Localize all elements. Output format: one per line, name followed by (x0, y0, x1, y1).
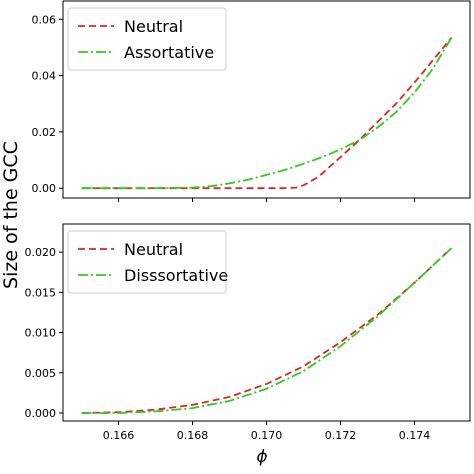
x-tick-label: 0.170 (251, 429, 283, 442)
series-line-neutral (81, 37, 453, 190)
y-tick-label: 0.00 (32, 182, 57, 195)
y-tick-label: 0.02 (32, 126, 57, 139)
legend-label: Disssortative (124, 266, 228, 285)
x-tick-label: 0.174 (399, 429, 431, 442)
y-tick-label: 0.04 (32, 70, 57, 83)
y-tick-label: 0.005 (25, 367, 57, 380)
legend-label: Neutral (124, 17, 183, 36)
series-line-disssortative (81, 247, 453, 414)
y-tick-label: 0.010 (25, 327, 57, 340)
x-tick-label: 0.168 (177, 429, 209, 442)
legend-label: Assortative (124, 43, 214, 62)
y-tick-label: 0.06 (32, 13, 57, 26)
y-axis-label: Size of the GCC (0, 141, 22, 289)
x-tick-label: 0.166 (103, 429, 135, 442)
bottom-panel: 0.000 0.005 0.010 0.015 0.020 0.166 0.168 0.170… (25, 223, 471, 442)
top-panel: 0.00 0.02 0.04 0.06 Neutral Assortative (32, 0, 471, 202)
legend-box (67, 7, 227, 71)
x-tick-label: 0.172 (325, 429, 357, 442)
y-tick-label: 0.015 (25, 286, 57, 299)
legend-label: Neutral (124, 240, 183, 259)
x-axis-label: ϕ (256, 447, 267, 467)
y-tick-label: 0.000 (25, 407, 57, 420)
y-tick-label: 0.020 (25, 246, 57, 259)
legend-box (67, 230, 227, 294)
series-line-assortative (81, 37, 453, 190)
